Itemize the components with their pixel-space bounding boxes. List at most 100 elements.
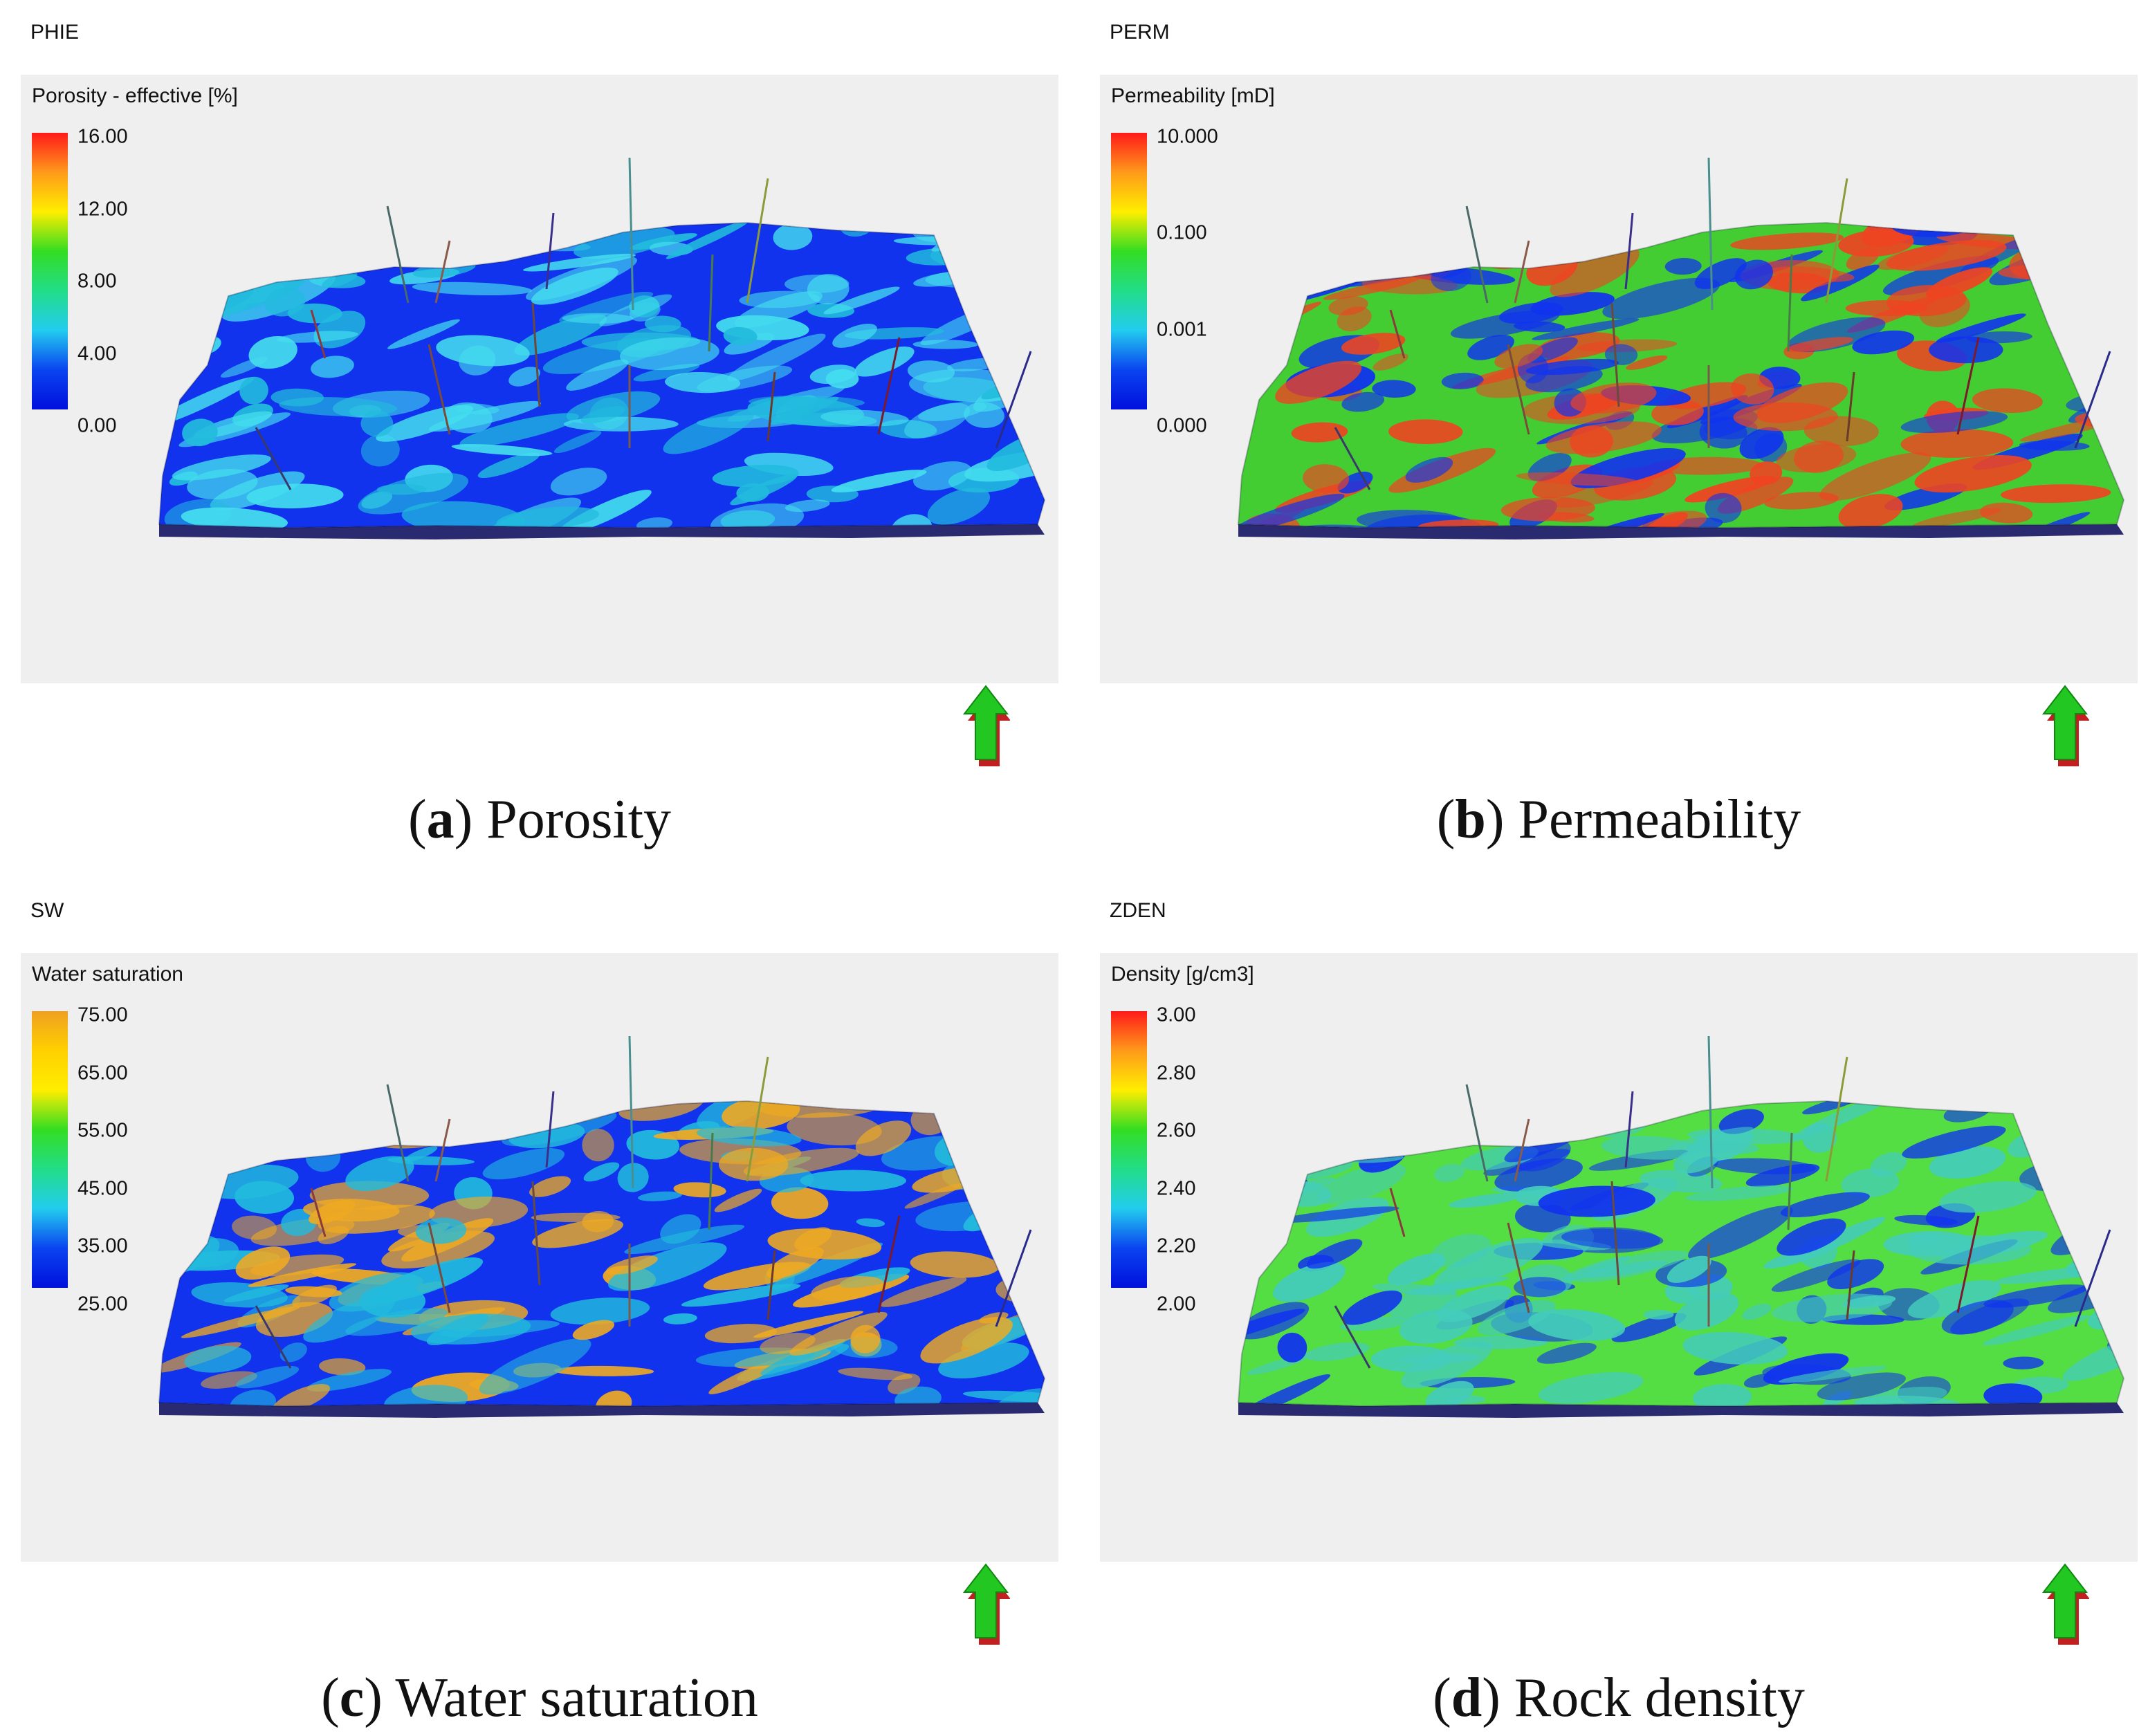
well-trajectory[interactable] [1514,240,1530,304]
well-trajectory[interactable] [1507,1222,1530,1313]
property-patch [1697,1141,1759,1154]
well-trajectory[interactable] [1956,1215,1980,1313]
3d-viewport[interactable]: Porosity - effective [%] 16.00 12.00 8.00 4… [21,75,1058,683]
property-code: PERM [1110,21,1170,44]
well-trajectory[interactable] [2074,1229,2111,1327]
well-trajectory[interactable] [1465,1084,1489,1182]
well-trajectory[interactable] [531,302,541,407]
property-patch [1335,230,1437,263]
caption-letter: a [426,789,455,850]
property-patch [710,503,805,528]
well-trajectory[interactable] [545,1091,555,1168]
property-patch [191,1282,288,1308]
property-patch [1684,475,1775,503]
well-trajectory[interactable] [255,427,292,490]
3d-viewport[interactable]: Permeability [mD] 10.000 0.100 0.001 0.000 [1100,75,2138,683]
well-trajectory[interactable] [428,1222,451,1313]
legend-tick-label: 65.00 [77,1062,128,1084]
well-trajectory[interactable] [1507,344,1530,435]
well-trajectory[interactable] [434,1118,451,1182]
property-patch [966,1170,1045,1202]
well-trajectory[interactable] [1707,1035,1714,1189]
well-trajectory[interactable] [428,344,451,435]
reservoir-model[interactable] [1100,75,2138,683]
property-patch [246,1101,333,1129]
property-patch [1739,427,1784,459]
property-patch [856,1218,885,1228]
property-patch [242,1115,306,1151]
property-patch [1277,1206,1399,1223]
well-trajectory[interactable] [746,1056,769,1182]
well-trajectory[interactable] [1787,1132,1793,1230]
property-patch [292,1284,337,1308]
well-trajectory[interactable] [1624,212,1634,290]
well-trajectory[interactable] [1610,1181,1620,1286]
property-patch [831,470,927,492]
well-trajectory[interactable] [708,254,714,352]
property-patch [384,1385,468,1406]
reservoir-model[interactable] [21,75,1058,683]
well-trajectory[interactable] [255,1305,292,1369]
property-patch [1450,310,1560,339]
well-trajectory[interactable] [2074,351,2111,449]
well-trajectory[interactable] [1846,371,1855,442]
legend-ticks: 16.00 12.00 8.00 4.00 0.00 [77,126,202,437]
reservoir-model[interactable] [1100,953,2138,1562]
well-trajectory[interactable] [310,1188,327,1237]
well-trajectory[interactable] [1825,178,1848,304]
3d-viewport[interactable]: Water saturation 75.00 65.00 55.00 45.00 35.… [21,953,1058,1562]
well-trajectory[interactable] [1787,254,1793,352]
property-patch [904,403,971,438]
property-patch [1936,313,2026,343]
property-patch [230,1389,276,1406]
property-patch [302,1199,400,1222]
property-patch [302,1101,337,1113]
well-trajectory[interactable] [1825,1056,1848,1182]
legend-gradient [32,1011,68,1288]
well-trajectory[interactable] [877,1215,901,1313]
well-trajectory[interactable] [531,1181,541,1286]
well-trajectory[interactable] [434,240,451,304]
well-trajectory[interactable] [1610,302,1620,407]
property-patch [195,1113,242,1143]
well-trajectory[interactable] [545,212,555,290]
3d-viewport[interactable]: Density [g/cm3] 3.00 2.80 2.60 2.40 2.20 2.00 [1100,953,2138,1562]
well-trajectory[interactable] [1624,1091,1634,1168]
well-trajectory[interactable] [995,351,1032,449]
legend-tick-label: 0.001 [1157,318,1207,341]
caption-text: Porosity [472,789,671,850]
well-trajectory[interactable] [1334,1305,1371,1369]
property-patch [1908,1235,2032,1265]
well-trajectory[interactable] [1514,1118,1530,1182]
caption-text: Rock density [1500,1668,1805,1728]
property-patch [1743,1374,1775,1388]
well-trajectory[interactable] [1334,427,1371,490]
well-trajectory[interactable] [1465,205,1489,304]
well-trajectory[interactable] [386,205,410,304]
property-patch [1405,456,1453,483]
well-trajectory[interactable] [386,1084,410,1182]
reservoir-model[interactable] [21,953,1058,1562]
property-patch [1664,257,1702,275]
well-trajectory[interactable] [628,157,634,311]
well-trajectory[interactable] [1846,1250,1855,1320]
property-patch [368,1257,484,1304]
well-trajectory[interactable] [995,1229,1032,1327]
property-patch [508,367,540,387]
property-patch [608,1242,727,1291]
well-trajectory[interactable] [766,371,776,442]
well-trajectory[interactable] [1389,1188,1406,1237]
property-patch [181,1306,300,1338]
property-patch [1334,230,1384,263]
well-trajectory[interactable] [628,1035,634,1189]
property-patch [753,1311,864,1338]
well-trajectory[interactable] [877,337,901,435]
property-patch [636,517,673,528]
well-trajectory[interactable] [746,178,769,304]
well-trajectory[interactable] [1389,309,1406,359]
well-trajectory[interactable] [766,1250,776,1320]
well-trajectory[interactable] [310,309,327,359]
well-trajectory[interactable] [1707,157,1714,311]
well-trajectory[interactable] [1956,337,1980,435]
well-trajectory[interactable] [708,1132,714,1230]
